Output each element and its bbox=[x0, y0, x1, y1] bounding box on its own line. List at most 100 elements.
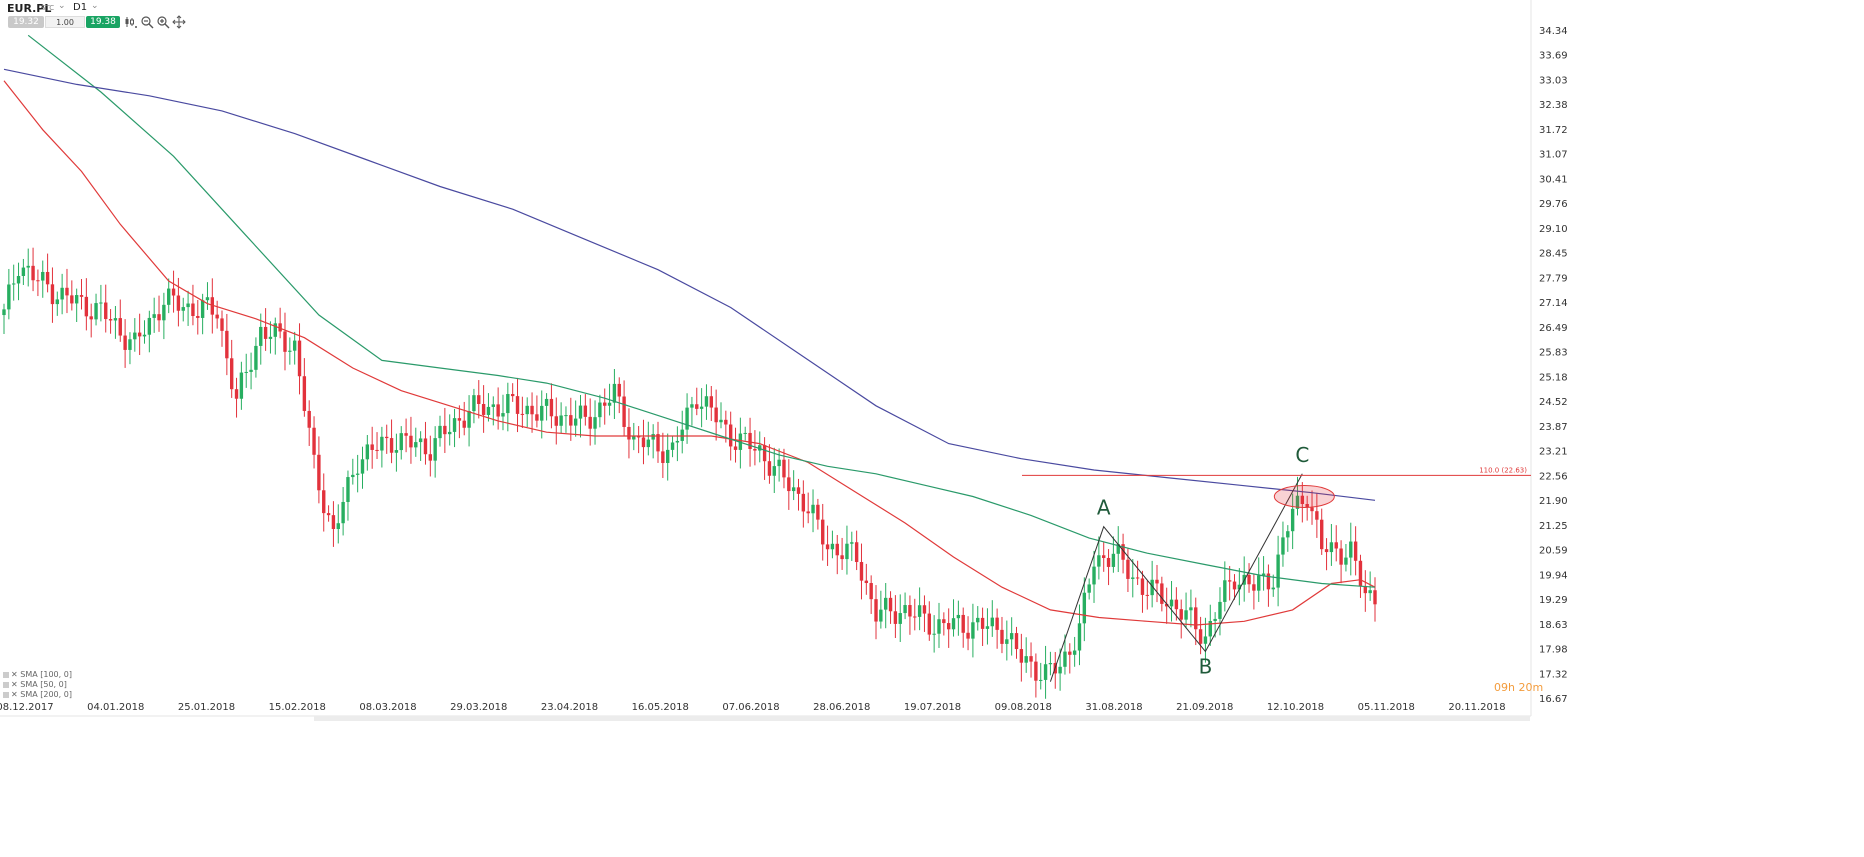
x-tick-label: 19.07.2018 bbox=[904, 702, 961, 713]
indicator-item[interactable]: ✕ SMA [200, 0] bbox=[3, 690, 72, 700]
symbol-dropdown-icon[interactable]: ⌄ bbox=[58, 1, 66, 11]
indicator-item[interactable]: ✕ SMA [100, 0] bbox=[3, 670, 72, 680]
candle bbox=[1063, 634, 1067, 675]
y-tick-label: 26.49 bbox=[1539, 323, 1568, 334]
candle-body bbox=[1116, 544, 1120, 554]
candle bbox=[656, 421, 660, 463]
candle-body bbox=[728, 424, 733, 447]
candle bbox=[205, 282, 210, 310]
candle-body bbox=[903, 605, 907, 614]
remove-icon[interactable]: ✕ bbox=[11, 690, 21, 699]
remove-icon[interactable]: ✕ bbox=[11, 680, 21, 689]
candle bbox=[1150, 560, 1154, 608]
candle bbox=[448, 414, 452, 446]
candle-body bbox=[200, 300, 205, 318]
buy-button[interactable]: 19.38 bbox=[86, 16, 120, 28]
candle-body bbox=[1184, 610, 1188, 620]
candle-body bbox=[433, 438, 437, 461]
candle-body bbox=[791, 487, 796, 492]
candle bbox=[346, 470, 350, 521]
y-tick-label: 24.52 bbox=[1539, 397, 1568, 408]
candle bbox=[791, 470, 796, 501]
candle-body bbox=[990, 617, 994, 627]
sell-button[interactable]: 19.32 bbox=[8, 16, 44, 28]
volume-input[interactable]: 1.00 bbox=[45, 16, 85, 28]
indicator-toggle-icon[interactable] bbox=[3, 691, 9, 698]
timeframe-label[interactable]: D1 bbox=[73, 2, 88, 13]
candle bbox=[961, 607, 965, 648]
candle-body bbox=[709, 396, 713, 408]
candle bbox=[666, 433, 670, 481]
indicator-toggle-icon[interactable] bbox=[3, 671, 9, 678]
candle-body bbox=[428, 454, 433, 461]
candle-body bbox=[1218, 601, 1222, 619]
candle-body bbox=[612, 383, 617, 403]
candle-body bbox=[976, 617, 980, 623]
candle bbox=[821, 503, 825, 561]
candle-body bbox=[554, 416, 558, 426]
candle bbox=[16, 262, 21, 301]
y-tick-label: 33.03 bbox=[1539, 75, 1568, 86]
candle-body bbox=[443, 425, 447, 435]
candle-body bbox=[540, 405, 544, 421]
candle bbox=[229, 339, 234, 398]
candle bbox=[418, 431, 423, 461]
symbol-label[interactable]: EUR.PL bbox=[7, 2, 52, 15]
chart-type-icon[interactable] bbox=[124, 15, 138, 29]
candle-body bbox=[743, 432, 747, 434]
candle-body bbox=[796, 487, 801, 494]
candle bbox=[234, 377, 239, 418]
candle-body bbox=[191, 303, 195, 317]
candle-body bbox=[680, 429, 684, 441]
candle bbox=[404, 418, 408, 453]
candle bbox=[971, 603, 975, 658]
candle bbox=[806, 492, 810, 524]
indicator-item[interactable]: ✕ SMA [50, 0] bbox=[3, 680, 72, 690]
candle bbox=[1000, 616, 1004, 654]
candle bbox=[699, 388, 704, 428]
zoom-in-icon[interactable] bbox=[156, 15, 170, 29]
candle-body bbox=[854, 542, 859, 563]
candle bbox=[942, 612, 946, 636]
candle-body bbox=[65, 287, 69, 296]
candle-body bbox=[16, 275, 21, 284]
candle-body bbox=[951, 618, 956, 630]
candle bbox=[1155, 564, 1159, 603]
candle bbox=[128, 332, 132, 365]
timeframe-dropdown-icon[interactable]: ⌄ bbox=[91, 1, 99, 11]
candle-body bbox=[501, 413, 505, 417]
candle-body bbox=[1126, 559, 1130, 579]
candle bbox=[636, 426, 641, 454]
candle-body bbox=[370, 444, 374, 450]
candle bbox=[302, 358, 307, 417]
candle-body bbox=[908, 605, 912, 617]
candle-body bbox=[181, 307, 185, 311]
candle bbox=[956, 600, 961, 636]
candle bbox=[990, 600, 994, 637]
candle bbox=[1092, 550, 1096, 603]
candle-body bbox=[869, 583, 873, 600]
candle bbox=[1227, 566, 1232, 601]
candle bbox=[515, 377, 520, 433]
horizontal-scrollbar[interactable] bbox=[314, 716, 1530, 721]
candle bbox=[1116, 526, 1120, 573]
pattern-layer: A B C bbox=[1049, 443, 1335, 682]
y-tick-label: 23.21 bbox=[1539, 447, 1568, 458]
indicator-toggle-icon[interactable] bbox=[3, 681, 9, 688]
indicator-label: SMA [100, 0] bbox=[20, 670, 72, 679]
candle-body bbox=[84, 296, 89, 317]
candle bbox=[1009, 617, 1014, 656]
candle bbox=[675, 426, 680, 462]
candle-body bbox=[661, 451, 665, 463]
candle bbox=[695, 387, 699, 416]
remove-icon[interactable]: ✕ bbox=[11, 670, 21, 679]
zoom-out-icon[interactable] bbox=[140, 15, 154, 29]
crosshair-icon[interactable] bbox=[172, 15, 186, 29]
candle-body bbox=[622, 396, 626, 427]
sma-100-line bbox=[27, 34, 1376, 588]
candle-body bbox=[530, 405, 534, 415]
candle bbox=[1082, 577, 1087, 642]
candle-body bbox=[1329, 542, 1334, 553]
candle bbox=[133, 318, 137, 352]
